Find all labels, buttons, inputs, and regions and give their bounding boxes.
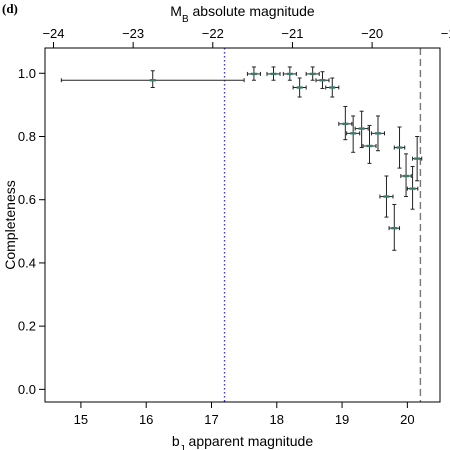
data-point — [393, 126, 406, 169]
data-point — [282, 66, 297, 81]
point-marker — [383, 195, 390, 198]
data-point — [370, 115, 386, 152]
data-point — [354, 110, 369, 149]
point-marker — [414, 157, 421, 160]
x-tick-label: 18 — [270, 412, 284, 427]
point-marker — [296, 86, 303, 89]
x2-axis-title-main: M — [170, 3, 182, 19]
data-point — [406, 166, 419, 210]
x2-tick-label: −24 — [42, 26, 64, 41]
point-marker — [270, 72, 277, 76]
x-tick-label: 19 — [335, 412, 349, 427]
y-tick-label: 1.0 — [18, 66, 36, 81]
data-point — [379, 175, 394, 218]
y-tick-label: 0.2 — [18, 319, 36, 334]
data-point — [325, 77, 340, 98]
x-tick-label: 17 — [204, 412, 218, 427]
y-tick-label: 0.0 — [18, 382, 36, 397]
point-marker — [409, 187, 416, 190]
y-tick-label: 0.4 — [18, 255, 36, 270]
data-point — [305, 66, 320, 81]
data-point — [338, 105, 353, 141]
point-marker — [358, 127, 365, 130]
x-axis-title-rest: apparent magnitude — [185, 433, 314, 449]
y-axis-title: Completeness — [2, 180, 18, 270]
point-marker — [350, 132, 357, 135]
x-tick-label: 16 — [139, 412, 153, 427]
x2-tick-label: −22 — [202, 26, 224, 41]
point-marker — [250, 72, 257, 76]
point-marker — [309, 72, 316, 76]
point-marker — [366, 144, 373, 148]
y-tick-label: 0.6 — [18, 192, 36, 207]
x2-axis-title: MB absolute magnitude — [170, 3, 315, 25]
point-marker — [149, 79, 156, 82]
plot-frame — [44, 47, 441, 403]
data-point — [266, 66, 281, 81]
point-marker — [391, 226, 398, 230]
data-point — [362, 124, 377, 164]
x2-axis-title-rest: absolute magnitude — [189, 3, 315, 19]
x-axis-title-main: b — [172, 433, 180, 449]
x-axis-title-sub: J — [180, 444, 185, 450]
data-point — [246, 66, 261, 81]
point-marker — [319, 79, 326, 82]
data-point — [315, 71, 330, 89]
x2-tick-label: −21 — [281, 26, 303, 41]
x-axis-title: bJ apparent magnitude — [172, 433, 313, 450]
data-point — [292, 77, 307, 98]
point-marker — [342, 122, 349, 126]
y-tick-label: 0.8 — [18, 129, 36, 144]
point-marker — [403, 174, 410, 178]
panel-label: (d) — [2, 1, 18, 16]
point-marker — [329, 86, 336, 89]
point-marker — [286, 72, 293, 76]
point-marker — [374, 132, 381, 135]
x-tick-label: 15 — [74, 412, 88, 427]
data-point — [412, 136, 423, 182]
data-point — [388, 203, 401, 251]
x2-tick-label: −23 — [122, 26, 144, 41]
x-tick-label: 20 — [400, 412, 414, 427]
data-point — [400, 153, 412, 198]
point-marker — [396, 146, 403, 149]
data-point — [346, 115, 361, 153]
x2-axis-title-sub: B — [182, 14, 189, 25]
x2-tick-label: −20 — [361, 26, 383, 41]
data-point — [60, 70, 245, 89]
x2-tick-label: −19 — [441, 26, 450, 41]
